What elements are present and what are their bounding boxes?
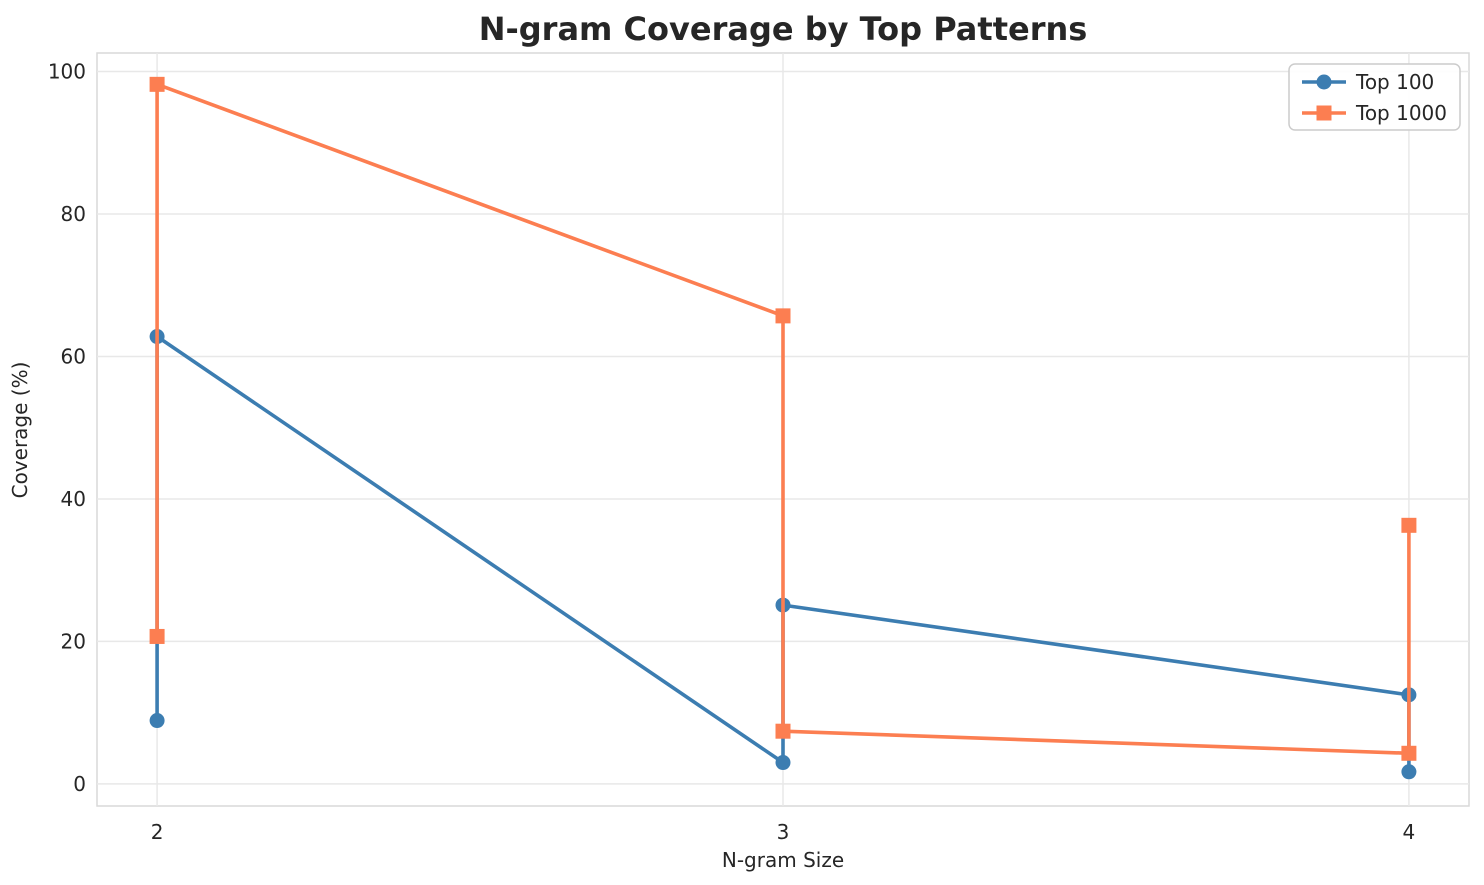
top-1000-square-marker-icon: [149, 76, 165, 92]
series-layer: [149, 76, 1417, 780]
y-tick-label: 80: [61, 202, 86, 226]
top-1000-square-marker-icon: [775, 723, 791, 739]
y-tick-label: 60: [61, 344, 86, 368]
y-tick-label: 20: [61, 629, 86, 653]
x-tick-label: 2: [151, 820, 164, 844]
y-tick-label: 0: [73, 772, 86, 796]
top-1000-square-marker-icon: [1401, 745, 1417, 761]
chart-title: N-gram Coverage by Top Patterns: [479, 10, 1088, 48]
legend-item-top-1000: Top 1000: [1302, 101, 1447, 125]
legend-label: Top 1000: [1355, 101, 1447, 125]
legend-label: Top 100: [1355, 70, 1434, 94]
legend-top-1000-square-marker-icon: [1316, 105, 1332, 121]
y-tick-label: 100: [48, 60, 86, 84]
series-top-1000: [149, 76, 1417, 761]
legend-item-top-100: Top 100: [1302, 70, 1434, 94]
x-axis-label: N-gram Size: [722, 848, 844, 872]
top-100-circle-marker-icon: [149, 713, 165, 729]
legend-top-100-circle-marker-icon: [1316, 74, 1332, 90]
x-tick-label: 4: [1403, 820, 1416, 844]
legend: Top 100 Top 1000: [1288, 63, 1461, 131]
top-1000-square-marker-icon: [775, 308, 791, 324]
top-100-circle-marker-icon: [775, 755, 791, 771]
top-100-circle-marker-icon: [1401, 764, 1417, 780]
y-axis-label: Coverage (%): [8, 362, 32, 499]
top-1000-line: [155, 82, 1411, 756]
top-1000-square-marker-icon: [149, 628, 165, 644]
y-tick-label: 40: [61, 487, 86, 511]
tick-layer: 0 20 40 60 80 100 2 3 4: [48, 60, 1415, 844]
top-1000-square-marker-icon: [1401, 517, 1417, 533]
x-tick-label: 3: [777, 820, 790, 844]
